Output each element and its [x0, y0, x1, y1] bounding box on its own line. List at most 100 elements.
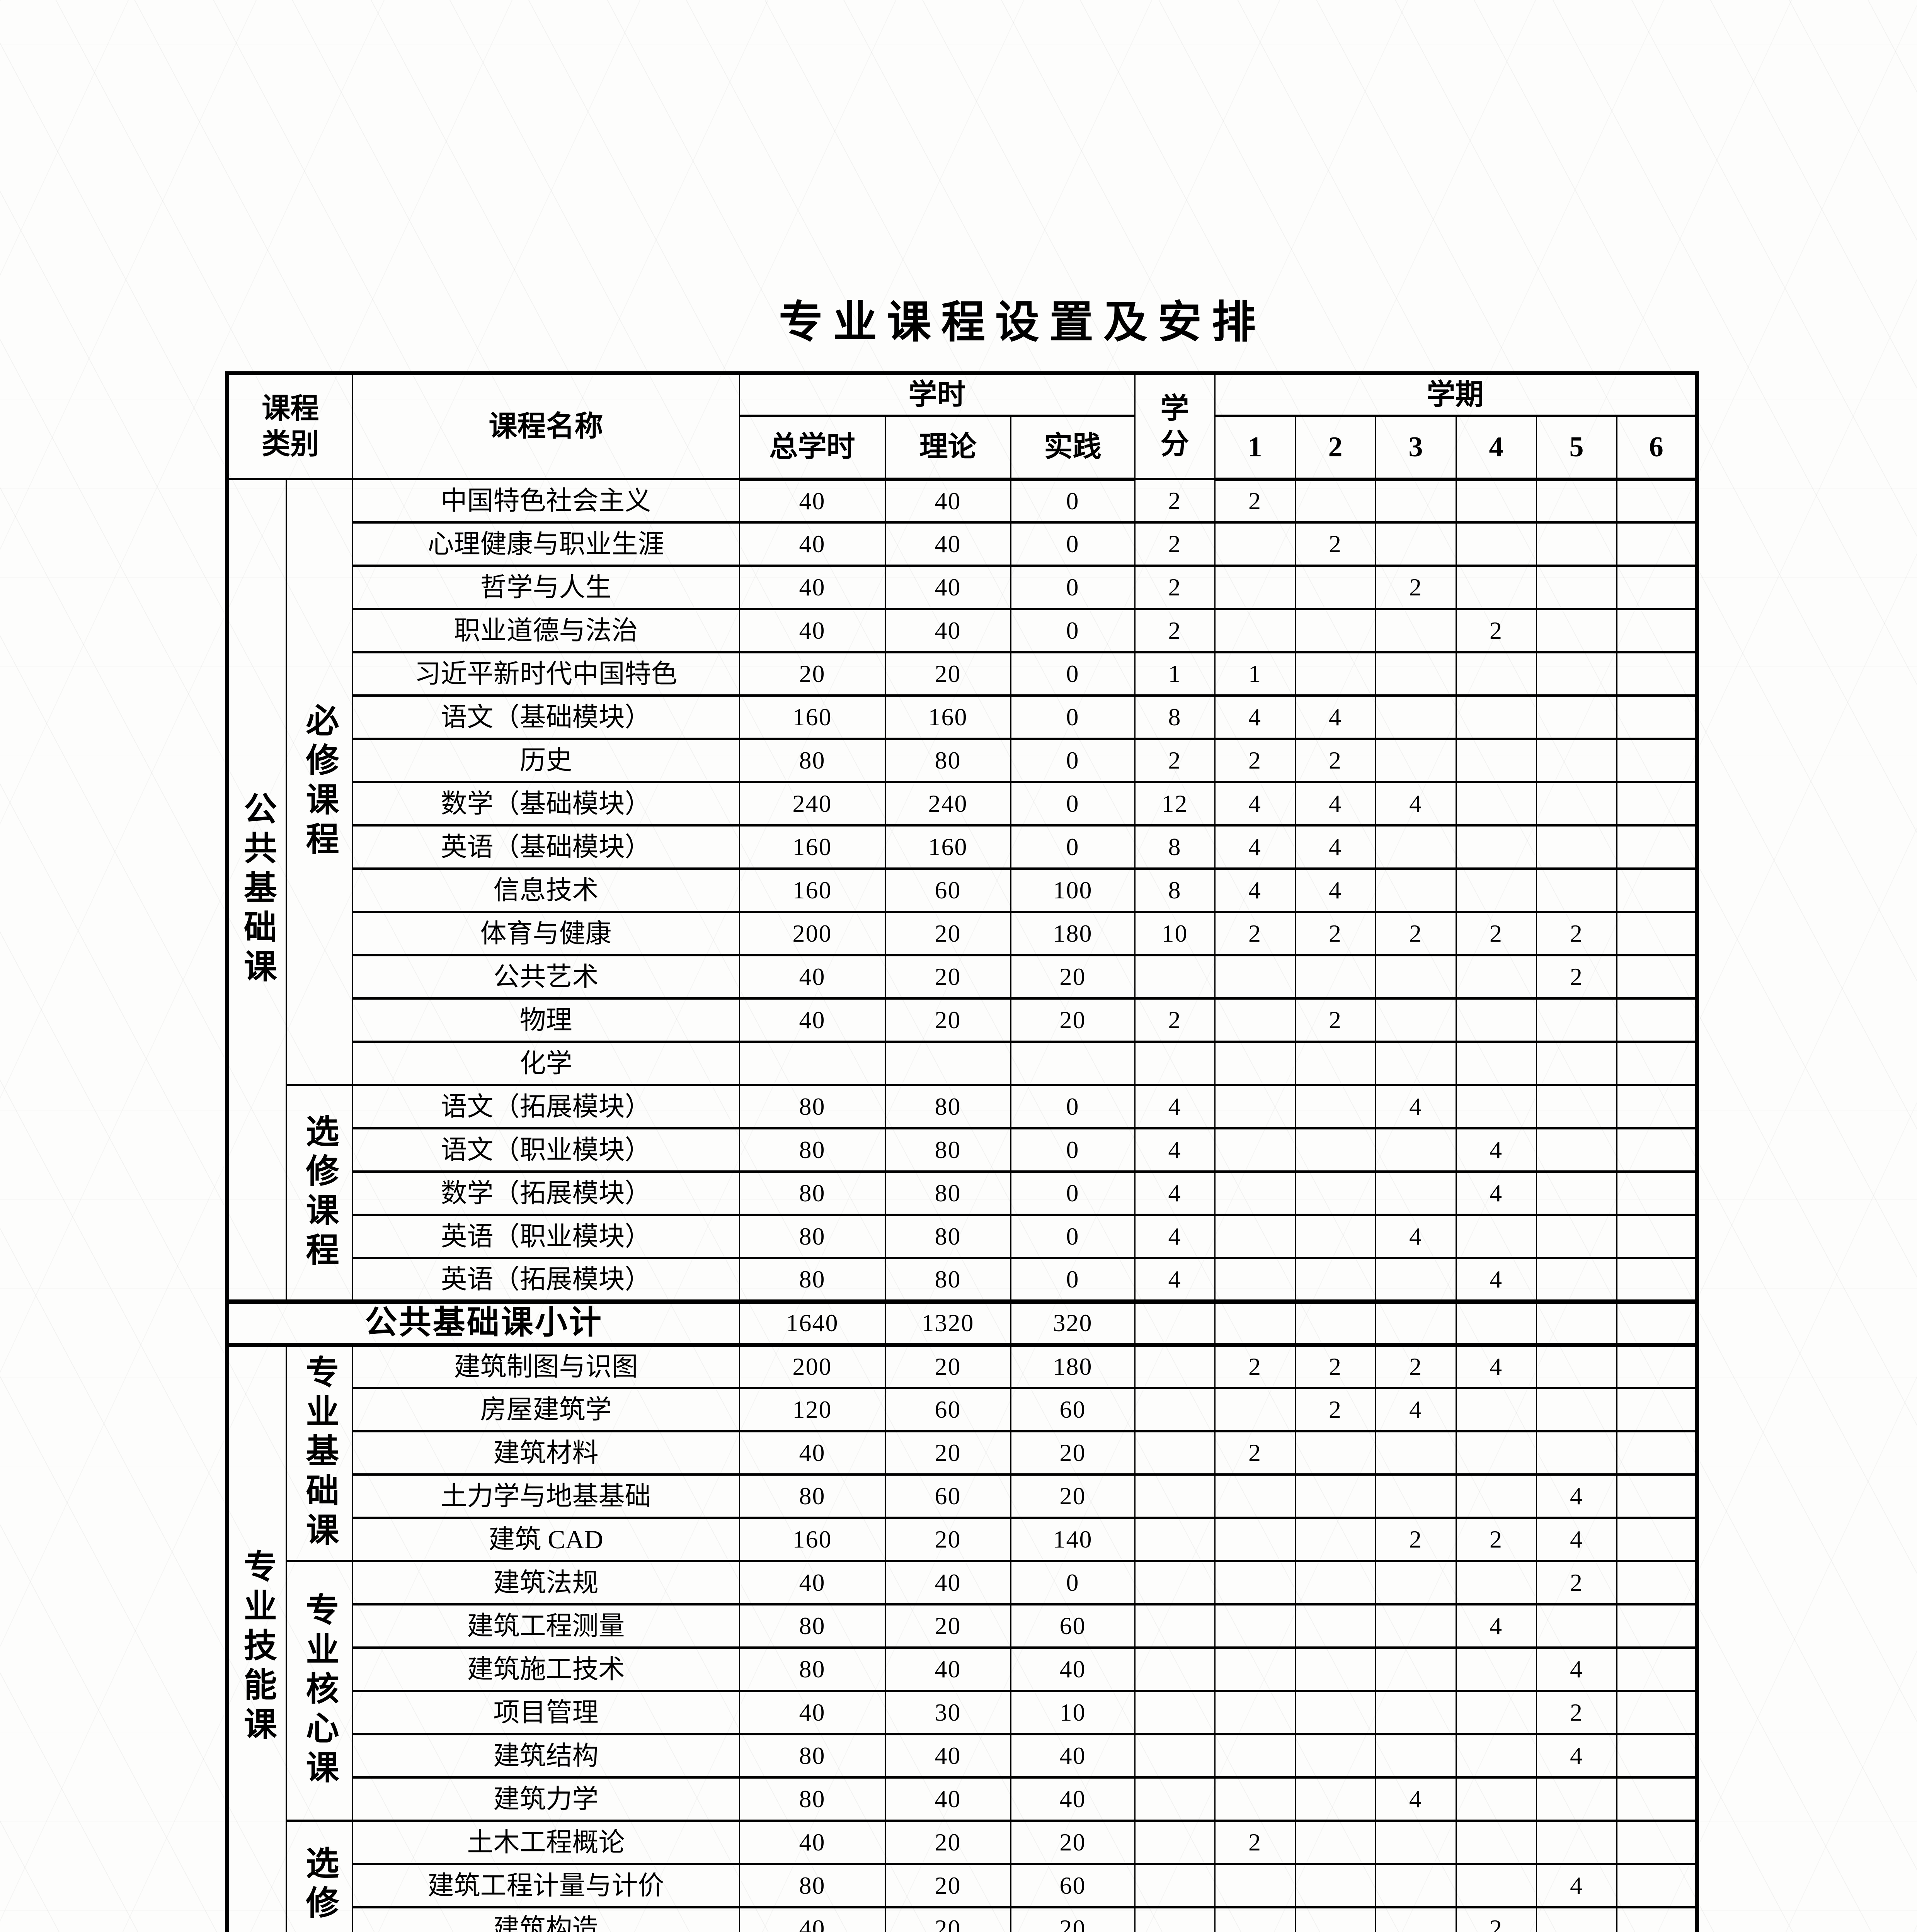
value-cell — [1214, 1776, 1296, 1822]
value-cell: 2 — [1536, 1690, 1617, 1735]
value-cell — [1455, 1820, 1537, 1865]
header-course-name: 课程名称 — [352, 372, 740, 480]
value-cell: 10 — [1134, 911, 1216, 956]
value-cell: 40 — [1010, 1646, 1136, 1692]
value-cell — [1536, 1299, 1617, 1346]
value-cell: 0 — [1010, 478, 1136, 524]
table-row: 哲学与人生 40 40 0 2 2 — [227, 565, 1698, 610]
course-name: 物理 — [352, 997, 740, 1043]
value-cell: 4 — [1455, 1170, 1537, 1216]
value-cell — [1375, 521, 1457, 567]
value-cell: 4 — [1536, 1517, 1617, 1562]
value-cell: 80 — [739, 1863, 886, 1908]
course-name: 英语（职业模块） — [352, 1214, 740, 1259]
value-cell: 0 — [1010, 824, 1136, 870]
table-row: 房屋建筑学 120 60 60 2 4 — [227, 1387, 1698, 1432]
value-cell: 140 — [1010, 1517, 1136, 1562]
value-cell — [1375, 1473, 1457, 1519]
value-cell: 40 — [739, 608, 886, 653]
value-cell: 2 — [1455, 608, 1537, 653]
value-cell — [1616, 911, 1698, 956]
value-cell: 80 — [739, 1084, 886, 1129]
value-cell — [1536, 565, 1617, 610]
course-name: 土木工程概论 — [352, 1820, 740, 1865]
value-cell: 20 — [1010, 1906, 1136, 1932]
value-cell: 0 — [1010, 1127, 1136, 1173]
value-cell — [1616, 1342, 1698, 1389]
value-cell — [1294, 1560, 1376, 1605]
table-row: 建筑工程测量 80 20 60 4 — [227, 1603, 1698, 1649]
value-cell: 80 — [739, 1733, 886, 1779]
value-cell — [1294, 1646, 1376, 1692]
value-cell — [1536, 1387, 1617, 1432]
value-cell — [1375, 1603, 1457, 1649]
table-row: 英语（职业模块） 80 80 0 4 4 — [227, 1214, 1698, 1259]
value-cell: 4 — [1375, 1387, 1457, 1432]
value-cell — [884, 1041, 1011, 1086]
value-cell — [1616, 781, 1698, 827]
group-professional-core: 专业核心课 — [285, 1560, 353, 1822]
course-name: 哲学与人生 — [352, 565, 740, 610]
value-cell — [1294, 1170, 1376, 1216]
value-cell — [1455, 1387, 1537, 1432]
value-cell — [1294, 478, 1376, 524]
table-row: 选修 土木工程概论 40 20 20 2 — [227, 1820, 1698, 1932]
value-cell — [1616, 997, 1698, 1043]
table-row: 语文（职业模块） 80 80 0 4 4 — [227, 1127, 1698, 1173]
value-cell — [1134, 1473, 1216, 1519]
value-cell — [1455, 694, 1537, 740]
value-cell — [1134, 1342, 1216, 1389]
value-cell — [1375, 608, 1457, 653]
value-cell: 4 — [1134, 1084, 1216, 1129]
value-cell — [1294, 954, 1376, 1000]
value-cell — [1214, 1603, 1296, 1649]
value-cell — [1294, 1733, 1376, 1779]
value-cell: 4 — [1455, 1127, 1537, 1173]
course-schedule-table: 课程 类别 课程名称 学时学 分学期 总学时 理论 实践 1 2 3 4 5 6 公共基础课 必修课程中… — [225, 371, 1699, 1932]
value-cell: 160 — [884, 824, 1011, 870]
value-cell: 4 — [1294, 867, 1376, 913]
value-cell — [1134, 1517, 1216, 1562]
value-cell — [1616, 1473, 1698, 1519]
value-cell — [1616, 1430, 1698, 1476]
course-name: 英语（基础模块） — [352, 824, 740, 870]
course-name: 习近平新时代中国特色 — [352, 651, 740, 697]
value-cell: 100 — [1010, 867, 1136, 913]
value-cell — [1455, 1776, 1537, 1822]
value-cell — [1214, 1257, 1296, 1303]
value-cell — [1536, 1257, 1617, 1303]
value-cell — [1455, 565, 1537, 610]
value-cell: 8 — [1134, 867, 1216, 913]
value-cell — [1214, 1299, 1296, 1346]
table-row: 项目管理 40 30 10 2 — [227, 1690, 1698, 1735]
value-cell — [1214, 954, 1296, 1000]
value-cell — [1536, 1084, 1617, 1129]
value-cell: 0 — [1010, 1257, 1136, 1303]
value-cell — [1536, 1342, 1617, 1389]
value-cell: 40 — [739, 521, 886, 567]
value-cell — [1010, 1041, 1136, 1086]
course-name: 历史 — [352, 738, 740, 783]
value-cell — [1616, 1214, 1698, 1259]
value-cell: 40 — [884, 1646, 1011, 1692]
value-cell — [1375, 1257, 1457, 1303]
value-cell — [1616, 738, 1698, 783]
value-cell — [1375, 1560, 1457, 1605]
value-cell: 80 — [739, 1127, 886, 1173]
value-cell: 0 — [1010, 781, 1136, 827]
value-cell — [1455, 651, 1537, 697]
value-cell — [1455, 1646, 1537, 1692]
value-cell — [1455, 1430, 1537, 1476]
value-cell — [1214, 521, 1296, 567]
value-cell: 4 — [1214, 694, 1296, 740]
value-cell: 200 — [739, 911, 886, 956]
value-cell: 1320 — [884, 1299, 1011, 1346]
value-cell — [1536, 1170, 1617, 1216]
value-cell: 2 — [1375, 1517, 1457, 1562]
value-cell: 0 — [1010, 694, 1136, 740]
value-cell — [1134, 1430, 1216, 1476]
value-cell — [1455, 997, 1537, 1043]
value-cell: 2 — [1294, 997, 1376, 1043]
value-cell: 4 — [1294, 824, 1376, 870]
